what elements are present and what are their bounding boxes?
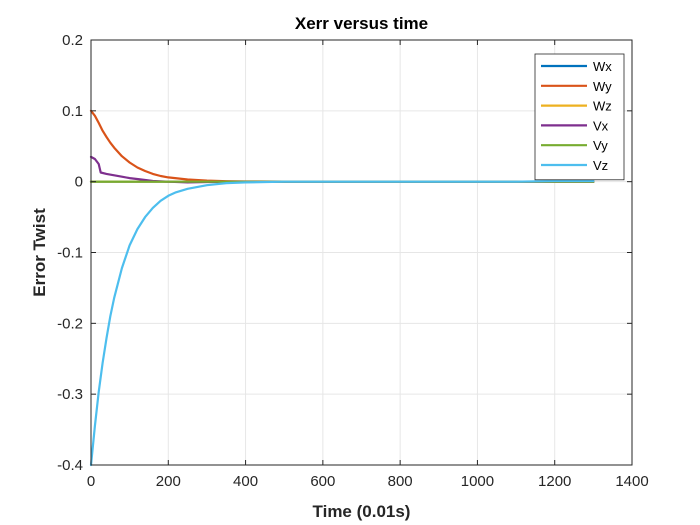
y-tick-label: -0.2: [57, 315, 83, 332]
chart-title: Xerr versus time: [295, 14, 428, 33]
legend-label-vy: Vy: [593, 138, 608, 153]
legend-label-wx: Wx: [593, 59, 612, 74]
x-axis: 0 200 400 600 800 1000 1200 1400: [87, 40, 649, 490]
legend-label-vx: Vx: [593, 118, 609, 133]
x-tick-label: 600: [310, 473, 335, 490]
y-tick-label: -0.3: [57, 386, 83, 403]
legend-label-vz: Vz: [593, 158, 608, 173]
y-tick-label: 0.2: [62, 32, 83, 49]
y-axis: -0.4 -0.3 -0.2 -0.1 0 0.1 0.2: [57, 32, 632, 474]
series-group: [89, 109, 595, 467]
x-tick-label: 0: [87, 473, 95, 490]
x-axis-title: Time (0.01s): [313, 502, 411, 521]
x-tick-label: 400: [233, 473, 258, 490]
x-tick-label: 1200: [538, 473, 571, 490]
y-tick-label: -0.4: [57, 457, 83, 474]
legend: Wx Wy Wz Vx Vy Vz: [534, 53, 625, 181]
x-tick-label: 1400: [615, 473, 648, 490]
y-tick-label: -0.1: [57, 245, 83, 262]
x-tick-label: 800: [388, 473, 413, 490]
y-axis-title: Error Twist: [30, 208, 49, 297]
y-tick-label: 0.1: [62, 103, 83, 120]
x-tick-label: 1000: [461, 473, 494, 490]
legend-label-wy: Wy: [593, 79, 612, 94]
series-line-vz: [89, 179, 595, 467]
legend-label-wz: Wz: [593, 99, 612, 114]
y-tick-label: 0: [75, 174, 83, 191]
legend-box: [534, 53, 625, 181]
x-tick-label: 200: [156, 473, 181, 490]
